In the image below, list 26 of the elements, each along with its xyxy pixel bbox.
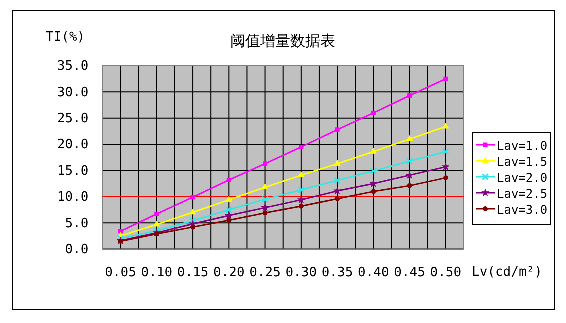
y-tick-label: 30.0 bbox=[57, 85, 89, 100]
y-axis-title: TI(%) bbox=[46, 30, 86, 45]
y-tick-label: 35.0 bbox=[57, 59, 89, 74]
legend-label: Lav=1.5 bbox=[497, 155, 548, 169]
y-tick-label: 20.0 bbox=[57, 138, 89, 153]
x-tick-label: 0.30 bbox=[286, 266, 318, 281]
x-tick-label: 0.20 bbox=[214, 266, 245, 281]
legend-label: Lav=2.0 bbox=[497, 171, 548, 185]
y-tick-label: 0.0 bbox=[65, 242, 89, 258]
x-tick-label: 0.15 bbox=[177, 266, 209, 281]
x-tick-label: 0.05 bbox=[105, 266, 136, 281]
x-tick-label: 0.10 bbox=[141, 266, 173, 281]
x-tick-label: 0.45 bbox=[394, 266, 426, 281]
y-tick-label: 25.0 bbox=[57, 112, 89, 127]
x-tick-label: 0.35 bbox=[322, 266, 354, 281]
x-tick-label: 0.50 bbox=[430, 266, 462, 281]
y-tick-label: 15.0 bbox=[57, 164, 89, 179]
chart-title: 阈值增量数据表 bbox=[230, 32, 336, 50]
legend-label: Lav=2.5 bbox=[497, 187, 548, 201]
x-tick-label: 0.25 bbox=[250, 266, 281, 281]
legend-label: Lav=1.0 bbox=[497, 139, 548, 153]
y-tick-label: 10.0 bbox=[57, 190, 89, 206]
legend-label: Lav=3.0 bbox=[497, 203, 548, 217]
x-axis-title: Lv(cd/m²) bbox=[472, 265, 542, 280]
x-tick-label: 0.40 bbox=[358, 266, 390, 281]
y-tick-label: 5.0 bbox=[65, 216, 89, 232]
